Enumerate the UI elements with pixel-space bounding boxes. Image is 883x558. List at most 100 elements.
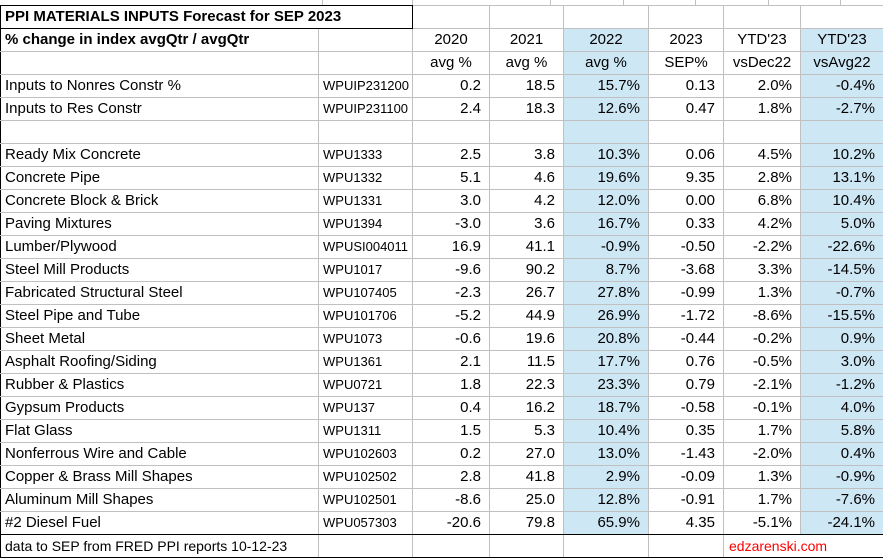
series-code-cell[interactable]: WPU102501: [318, 488, 413, 512]
value-2020-cell[interactable]: 0.2: [412, 442, 490, 466]
sub-header-avg-2020[interactable]: avg %: [412, 51, 490, 75]
value-2023-sep-cell[interactable]: -0.50: [648, 235, 724, 259]
value-2020-cell[interactable]: -3.0: [412, 212, 490, 236]
value-2022-cell[interactable]: 15.7%: [563, 74, 649, 98]
value-2023-sep-cell[interactable]: -0.58: [648, 396, 724, 420]
value-ytd-vsdec22-cell[interactable]: -0.2%: [723, 327, 801, 351]
material-label-cell[interactable]: Asphalt Roofing/Siding: [0, 350, 319, 374]
value-2023-sep-cell[interactable]: 0.35: [648, 419, 724, 443]
material-label-cell[interactable]: Concrete Pipe: [0, 166, 319, 190]
value-2021-cell[interactable]: 44.9: [489, 304, 564, 328]
value-2021-cell[interactable]: 79.8: [489, 511, 564, 535]
series-code-cell[interactable]: WPU1073: [318, 327, 413, 351]
value-2020-cell[interactable]: -9.6: [412, 258, 490, 282]
value-ytd-vsdec22-cell[interactable]: 1.7%: [723, 419, 801, 443]
value-2020-cell[interactable]: 2.4: [412, 97, 490, 121]
material-label-cell[interactable]: Aluminum Mill Shapes: [0, 488, 319, 512]
value-2021-cell[interactable]: 4.6: [489, 166, 564, 190]
value-2021-cell[interactable]: 3.6: [489, 212, 564, 236]
value-ytd-vsdec22-cell[interactable]: 2.8%: [723, 166, 801, 190]
value-ytd-vsavg22-cell[interactable]: -14.5%: [800, 258, 883, 282]
value-2023-sep-cell[interactable]: [648, 120, 724, 144]
value-ytd-vsavg22-cell[interactable]: -2.7%: [800, 97, 883, 121]
series-code-cell[interactable]: WPU057303: [318, 511, 413, 535]
value-2023-sep-cell[interactable]: 9.35: [648, 166, 724, 190]
value-2022-cell[interactable]: 27.8%: [563, 281, 649, 305]
value-2021-cell[interactable]: 4.2: [489, 189, 564, 213]
sub-header-sep[interactable]: SEP%: [648, 51, 724, 75]
empty-cell[interactable]: [563, 5, 649, 29]
value-2023-sep-cell[interactable]: 0.47: [648, 97, 724, 121]
value-ytd-vsdec22-cell[interactable]: -2.0%: [723, 442, 801, 466]
material-label-cell[interactable]: #2 Diesel Fuel: [0, 511, 319, 535]
value-ytd-vsavg22-cell[interactable]: -0.9%: [800, 465, 883, 489]
value-ytd-vsavg22-cell[interactable]: -24.1%: [800, 511, 883, 535]
empty-cell[interactable]: [0, 51, 319, 75]
value-ytd-vsdec22-cell[interactable]: -2.2%: [723, 235, 801, 259]
value-2022-cell[interactable]: 17.7%: [563, 350, 649, 374]
value-ytd-vsavg22-cell[interactable]: 0.9%: [800, 327, 883, 351]
value-2023-sep-cell[interactable]: -1.43: [648, 442, 724, 466]
value-ytd-vsavg22-cell[interactable]: -1.2%: [800, 373, 883, 397]
value-2020-cell[interactable]: -20.6: [412, 511, 490, 535]
value-2023-sep-cell[interactable]: 0.79: [648, 373, 724, 397]
value-2021-cell[interactable]: 18.5: [489, 74, 564, 98]
value-ytd-vsavg22-cell[interactable]: -7.6%: [800, 488, 883, 512]
sub-header-vsdec22[interactable]: vsDec22: [723, 51, 801, 75]
value-2021-cell[interactable]: 41.1: [489, 235, 564, 259]
value-ytd-vsdec22-cell[interactable]: 1.8%: [723, 97, 801, 121]
value-2020-cell[interactable]: -0.6: [412, 327, 490, 351]
value-2023-sep-cell[interactable]: 0.76: [648, 350, 724, 374]
value-2020-cell[interactable]: -8.6: [412, 488, 490, 512]
empty-cell[interactable]: [648, 534, 724, 558]
value-2021-cell[interactable]: 3.8: [489, 143, 564, 167]
material-label-cell[interactable]: Inputs to Res Constr: [0, 97, 319, 121]
col-header-2023[interactable]: 2023: [648, 28, 724, 52]
value-ytd-vsdec22-cell[interactable]: [723, 120, 801, 144]
value-2022-cell[interactable]: 2.9%: [563, 465, 649, 489]
value-ytd-vsavg22-cell[interactable]: [800, 120, 883, 144]
series-code-cell[interactable]: WPU1361: [318, 350, 413, 374]
material-label-cell[interactable]: Gypsum Products: [0, 396, 319, 420]
value-2022-cell[interactable]: 12.6%: [563, 97, 649, 121]
empty-cell[interactable]: [318, 51, 413, 75]
value-2022-cell[interactable]: 10.3%: [563, 143, 649, 167]
empty-cell[interactable]: [723, 5, 801, 29]
value-2021-cell[interactable]: 90.2: [489, 258, 564, 282]
series-code-cell[interactable]: WPUIP231100: [318, 97, 413, 121]
col-header-ytd23-vsdec[interactable]: YTD'23: [723, 28, 801, 52]
value-2022-cell[interactable]: 12.8%: [563, 488, 649, 512]
value-ytd-vsavg22-cell[interactable]: -15.5%: [800, 304, 883, 328]
value-2023-sep-cell[interactable]: -3.68: [648, 258, 724, 282]
value-2021-cell[interactable]: 41.8: [489, 465, 564, 489]
series-code-cell[interactable]: WPU1311: [318, 419, 413, 443]
value-2021-cell[interactable]: 26.7: [489, 281, 564, 305]
value-ytd-vsavg22-cell[interactable]: 3.0%: [800, 350, 883, 374]
empty-cell[interactable]: [412, 534, 490, 558]
value-2020-cell[interactable]: 2.8: [412, 465, 490, 489]
value-2023-sep-cell[interactable]: -0.99: [648, 281, 724, 305]
value-2023-sep-cell[interactable]: -0.44: [648, 327, 724, 351]
series-code-cell[interactable]: WPUIP231200: [318, 74, 413, 98]
col-header-ytd23-vsavg[interactable]: YTD'23: [800, 28, 883, 52]
series-code-cell[interactable]: WPU101706: [318, 304, 413, 328]
value-ytd-vsavg22-cell[interactable]: 10.2%: [800, 143, 883, 167]
value-ytd-vsdec22-cell[interactable]: -0.5%: [723, 350, 801, 374]
value-2023-sep-cell[interactable]: 0.33: [648, 212, 724, 236]
value-ytd-vsdec22-cell[interactable]: -8.6%: [723, 304, 801, 328]
series-code-cell[interactable]: [318, 120, 413, 144]
sub-header-avg-2022[interactable]: avg %: [563, 51, 649, 75]
value-2022-cell[interactable]: 26.9%: [563, 304, 649, 328]
value-2021-cell[interactable]: 25.0: [489, 488, 564, 512]
series-code-cell[interactable]: WPU1333: [318, 143, 413, 167]
value-2020-cell[interactable]: 0.4: [412, 396, 490, 420]
value-2022-cell[interactable]: 12.0%: [563, 189, 649, 213]
value-ytd-vsavg22-cell[interactable]: 10.4%: [800, 189, 883, 213]
material-label-cell[interactable]: [0, 120, 319, 144]
footer-note-cell[interactable]: data to SEP from FRED PPI reports 10-12-…: [0, 534, 319, 558]
value-ytd-vsavg22-cell[interactable]: -22.6%: [800, 235, 883, 259]
value-2021-cell[interactable]: 27.0: [489, 442, 564, 466]
value-2020-cell[interactable]: -2.3: [412, 281, 490, 305]
value-2020-cell[interactable]: 2.5: [412, 143, 490, 167]
empty-cell[interactable]: [489, 5, 564, 29]
